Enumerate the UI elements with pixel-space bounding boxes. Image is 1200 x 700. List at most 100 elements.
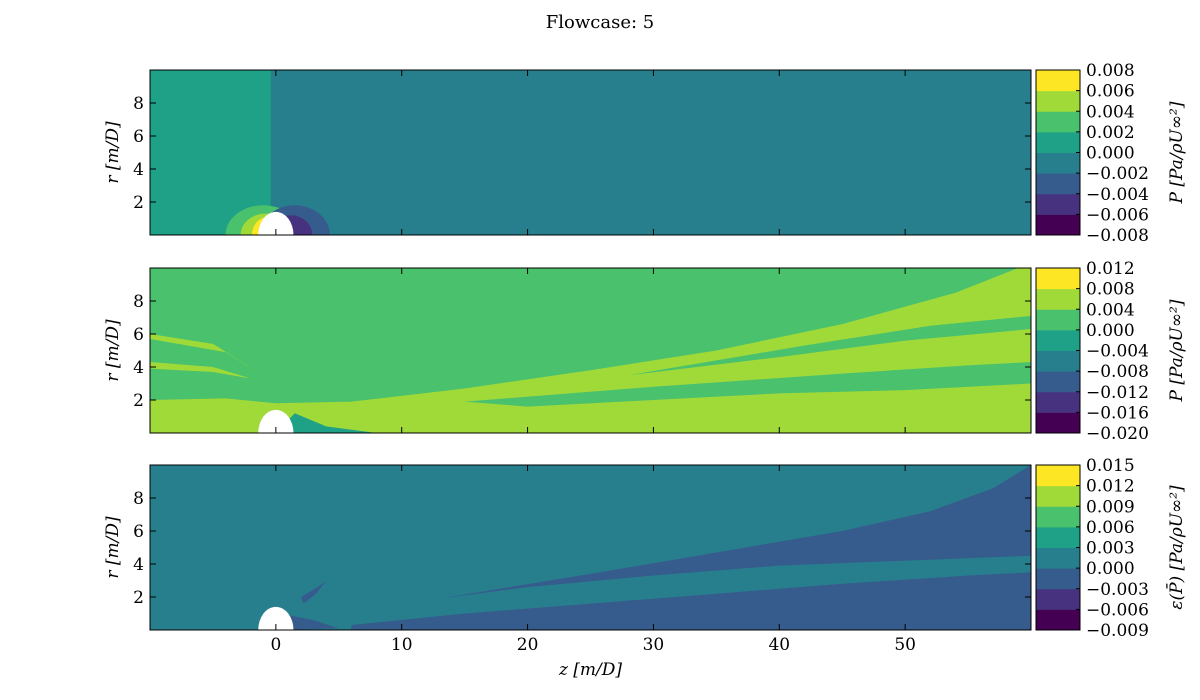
colorbar-label: P [Pa/ρU∞²] (1167, 101, 1187, 204)
x-tick-label: 40 (768, 635, 790, 655)
colorbar-tick-label: −0.004 (1086, 342, 1149, 362)
colorbar-swatch (1036, 465, 1080, 487)
colorbar-swatch (1036, 173, 1080, 195)
colorbar-swatch (1036, 526, 1080, 548)
x-tick-label: 20 (517, 635, 539, 655)
colorbar-swatch (1036, 90, 1080, 112)
plot-area (150, 268, 1031, 433)
colorbar-swatch (1036, 371, 1080, 393)
plot-area (150, 465, 1031, 630)
colorbar-tick-label: −0.016 (1086, 403, 1149, 423)
colorbar-swatch (1036, 485, 1080, 507)
colorbar-tick-label: 0.008 (1086, 61, 1135, 81)
colorbar-tick-label: 0.003 (1086, 539, 1135, 559)
contour-region (464, 362, 1031, 407)
y-tick-label: 2 (133, 193, 144, 213)
colorbar-tick-label: 0.002 (1086, 123, 1135, 143)
colorbar-swatch (1036, 131, 1080, 153)
pressure-panel: 2 4 6 8 r [m/D] −0.008−0.006−0.004−0.0020.000… (103, 61, 1187, 246)
colorbar-tick-label: −0.003 (1086, 580, 1149, 600)
colorbar-swatch (1036, 506, 1080, 528)
x-tick-label: 0 (270, 635, 281, 655)
body-shape (258, 606, 294, 630)
colorbar-swatch (1036, 111, 1080, 133)
colorbar-tick-label: 0.008 (1086, 280, 1135, 300)
colorbar-swatch (1036, 588, 1080, 610)
figure-title: Flowcase: 5 (546, 12, 654, 33)
colorbar-tick-label: −0.012 (1086, 383, 1149, 403)
colorbar-tick-label: −0.020 (1086, 424, 1149, 444)
y-tick-label: 6 (133, 522, 144, 542)
colorbar-tick-label: −0.004 (1086, 185, 1149, 205)
colorbar-tick-label: 0.009 (1086, 497, 1135, 517)
x-axis-label: z [m/D] (558, 660, 622, 680)
colorbar-label: P [Pa/ρU∞²] (1167, 299, 1187, 402)
contour-region (628, 315, 1031, 376)
colorbar: −0.020−0.016−0.012−0.008−0.0040.0000.004… (1035, 259, 1187, 444)
y-axis-label: r [m/D] (103, 319, 123, 382)
colorbar-tick-label: −0.006 (1086, 205, 1149, 225)
colorbar-swatch (1036, 350, 1080, 372)
y-tick-label: 8 (133, 292, 144, 312)
contour-region (439, 465, 1031, 599)
plot-frame (149, 267, 1032, 434)
colorbar-swatch (1036, 152, 1080, 174)
colorbar-tick-label: −0.002 (1086, 164, 1149, 184)
plot-frame (149, 69, 1032, 236)
contour-region (150, 70, 271, 235)
colorbar-swatch (1036, 568, 1080, 590)
colorbar-tick-label: 0.012 (1086, 477, 1135, 497)
y-tick-label: 2 (133, 588, 144, 608)
y-tick-label: 8 (133, 94, 144, 114)
contour-region (351, 572, 1031, 630)
colorbar: −0.009−0.006−0.0030.0000.0030.0060.0090.… (1035, 456, 1187, 641)
colorbar-tick-label: 0.004 (1086, 300, 1135, 320)
colorbar-swatch (1036, 329, 1080, 351)
contour-region (150, 362, 251, 379)
colorbar-tick-label: −0.008 (1086, 226, 1149, 246)
colorbar-swatch (1036, 193, 1080, 215)
y-tick-label: 2 (133, 391, 144, 411)
y-tick-label: 4 (133, 358, 144, 378)
plot-frame (149, 464, 1032, 631)
contour-region (150, 334, 264, 376)
colorbar-tick-label: 0.006 (1086, 518, 1135, 538)
colorbar-swatch (1036, 547, 1080, 569)
colorbar-tick-label: −0.009 (1086, 621, 1149, 641)
colorbar-swatch (1036, 609, 1080, 631)
colorbar-tick-label: −0.008 (1086, 362, 1149, 382)
y-tick-label: 6 (133, 325, 144, 345)
colorbar-swatch (1036, 214, 1080, 236)
y-tick-label: 6 (133, 127, 144, 147)
colorbar-tick-label: 0.004 (1086, 102, 1135, 122)
y-axis-label: r [m/D] (103, 121, 123, 184)
x-tick-label: 50 (894, 635, 916, 655)
colorbar: −0.008−0.006−0.004−0.0020.0000.0020.0040… (1035, 61, 1187, 246)
contour-region (275, 413, 377, 433)
colorbar-swatch (1036, 288, 1080, 310)
colorbar-tick-label: 0.000 (1086, 321, 1135, 341)
colorbar-swatch (1036, 268, 1080, 290)
colorbar-swatch (1036, 391, 1080, 413)
plot-area (150, 70, 1031, 235)
body-shape (258, 211, 294, 235)
colorbar-tick-label: 0.000 (1086, 559, 1135, 579)
x-tick-label: 10 (391, 635, 413, 655)
contour-region (301, 580, 327, 604)
colorbar-swatch (1036, 309, 1080, 331)
colorbar-tick-label: 0.006 (1086, 82, 1135, 102)
colorbar-tick-label: 0.012 (1086, 259, 1135, 279)
colorbar-tick-label: −0.006 (1086, 600, 1149, 620)
y-tick-label: 4 (133, 160, 144, 180)
colorbar-swatch (1036, 412, 1080, 434)
y-tick-label: 4 (133, 555, 144, 575)
colorbar-swatch (1036, 70, 1080, 92)
body-shape (258, 409, 294, 433)
colorbar-tick-label: 0.015 (1086, 456, 1135, 476)
x-tick-label: 30 (643, 635, 665, 655)
colorbar-tick-label: 0.000 (1086, 144, 1135, 164)
y-tick-label: 8 (133, 489, 144, 509)
